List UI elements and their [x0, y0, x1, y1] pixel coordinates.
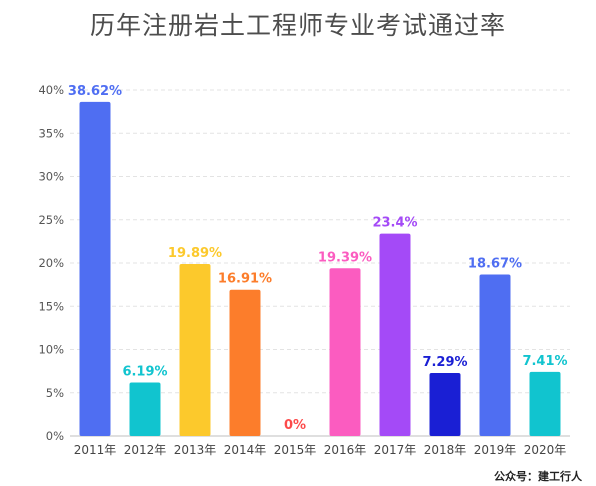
- data-label: 18.67%: [468, 257, 522, 272]
- data-label: 38.62%: [68, 84, 122, 99]
- x-tick-label: 2017年: [374, 443, 417, 457]
- y-tick-label: 35%: [38, 126, 64, 140]
- x-tick-label: 2011年: [74, 443, 117, 457]
- data-label: 6.19%: [122, 364, 167, 379]
- y-tick-label: 25%: [38, 213, 64, 227]
- y-tick-label: 20%: [38, 256, 64, 270]
- bar: [179, 263, 211, 436]
- bar: [529, 371, 561, 436]
- bar: [379, 233, 411, 436]
- y-tick-label: 40%: [38, 83, 64, 97]
- x-tick-label: 2018年: [424, 443, 467, 457]
- y-tick-label: 0%: [46, 429, 64, 443]
- chart-title: 历年注册岩土工程师专业考试通过率: [89, 11, 506, 40]
- data-label: 19.89%: [168, 246, 222, 261]
- data-label: 7.41%: [522, 354, 567, 369]
- bar: [479, 274, 511, 436]
- y-tick-label: 15%: [38, 299, 64, 313]
- bar: [329, 268, 361, 436]
- y-tick-label: 10%: [38, 343, 64, 357]
- bar: [129, 382, 161, 436]
- y-tick-label: 5%: [46, 386, 64, 400]
- x-tick-label: 2020年: [524, 443, 567, 457]
- bar: [79, 101, 111, 436]
- x-tick-label: 2014年: [224, 443, 267, 457]
- y-tick-label: 30%: [38, 170, 64, 184]
- data-label: 16.91%: [218, 272, 272, 287]
- data-label: 23.4%: [372, 216, 417, 231]
- x-tick-label: 2015年: [274, 443, 317, 457]
- x-tick-label: 2012年: [124, 443, 167, 457]
- data-label: 19.39%: [318, 250, 372, 265]
- bar: [229, 289, 261, 436]
- footer-credit: 公众号：建工行人: [494, 470, 582, 483]
- data-label: 0%: [284, 418, 306, 433]
- x-tick-label: 2013年: [174, 443, 217, 457]
- x-tick-label: 2016年: [324, 443, 367, 457]
- bar: [429, 372, 461, 436]
- data-label: 7.29%: [422, 355, 467, 370]
- x-tick-label: 2019年: [474, 443, 517, 457]
